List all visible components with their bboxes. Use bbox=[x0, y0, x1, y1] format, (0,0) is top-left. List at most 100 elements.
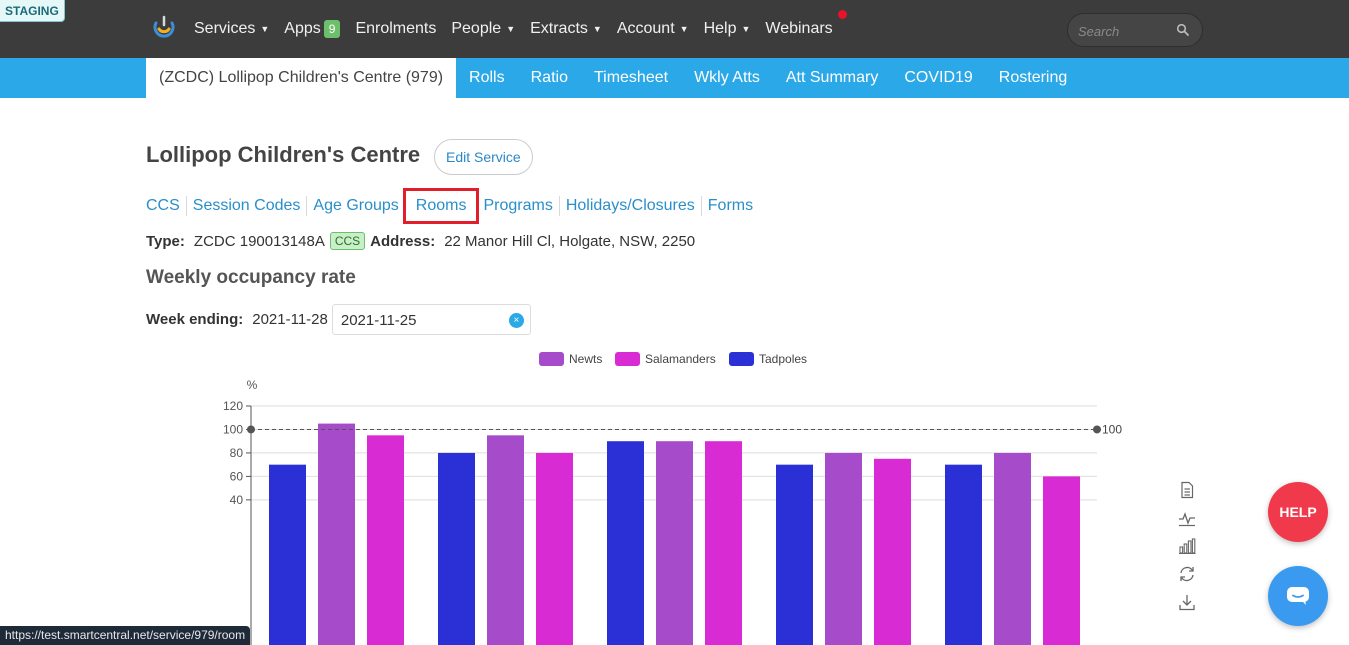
menu-account[interactable]: Account ▼ bbox=[617, 20, 689, 38]
tab-ccs[interactable]: CCS bbox=[146, 197, 180, 214]
type-label: Type: bbox=[146, 232, 185, 250]
restore-icon[interactable] bbox=[1178, 565, 1196, 583]
bar-salamanders-1 bbox=[367, 435, 404, 645]
menu-help[interactable]: Help ▼ bbox=[704, 20, 751, 38]
app-logo-icon[interactable] bbox=[151, 14, 177, 40]
week-ending-text: 2021-11-28 bbox=[252, 311, 328, 328]
subnav-service-active[interactable]: (ZCDC) Lollipop Children's Centre (979) bbox=[146, 58, 457, 98]
subnav-ratio[interactable]: Ratio bbox=[530, 69, 568, 86]
week-date-input[interactable] bbox=[340, 310, 501, 330]
caret-down-icon: ▼ bbox=[506, 24, 516, 34]
y-tick-label-40: 40 bbox=[230, 493, 244, 507]
bar-newts-1 bbox=[318, 423, 355, 645]
tab-holidays-closures[interactable]: Holidays/Closures bbox=[558, 196, 701, 216]
markline-end-dot bbox=[1093, 425, 1101, 434]
caret-down-icon: ▼ bbox=[679, 24, 689, 34]
menu-apps[interactable]: Apps 9 bbox=[284, 20, 341, 38]
bar-tadpoles-3 bbox=[607, 441, 644, 645]
subnav-timesheet[interactable]: Timesheet bbox=[593, 69, 669, 86]
bar-salamanders-2 bbox=[536, 452, 573, 645]
subnav-covid19[interactable]: COVID19 bbox=[904, 69, 973, 86]
legend-label-tadpoles: Tadpoles bbox=[759, 352, 807, 366]
bar-newts-3 bbox=[656, 441, 693, 645]
chart-legend: Newts Salamanders Tadpoles bbox=[539, 352, 807, 366]
week-date-picker: × bbox=[331, 304, 531, 335]
bar-newts-5 bbox=[994, 452, 1031, 645]
save-image-icon[interactable] bbox=[1178, 593, 1196, 611]
edit-service-button[interactable]: Edit Service bbox=[434, 139, 533, 175]
y-tick-label-120: 120 bbox=[223, 399, 243, 413]
week-ending-label: Week ending: bbox=[146, 311, 244, 328]
menu-webinars-label: Webinars bbox=[765, 20, 833, 37]
bar-salamanders-4 bbox=[874, 458, 911, 645]
occupancy-chart: Newts Salamanders Tadpoles % 406080100120 … bbox=[223, 352, 1122, 645]
bar-chart-icon[interactable] bbox=[1178, 537, 1196, 555]
page-title: Lollipop Children's Centre bbox=[146, 142, 421, 167]
top-navbar: STAGING Services ▼ Apps 9 Enrolments Peopl… bbox=[0, 0, 1349, 58]
tab-programs[interactable]: Programs bbox=[483, 197, 553, 214]
subnav-rostering[interactable]: Rostering bbox=[998, 69, 1068, 86]
menu-help-label: Help bbox=[703, 20, 737, 37]
markline-label: 100 bbox=[1102, 422, 1122, 436]
type-value: ZCDC 190013148A bbox=[193, 232, 325, 250]
apps-count-badge: 9 bbox=[323, 20, 341, 38]
bar-tadpoles-1 bbox=[269, 464, 306, 645]
service-tabs: CCS Session Codes Age Groups Rooms Progr… bbox=[146, 188, 759, 224]
chart-toolbox bbox=[1178, 481, 1196, 621]
ccs-badge: CCS bbox=[329, 232, 366, 250]
menu-people[interactable]: People ▼ bbox=[451, 20, 515, 38]
chart-markline: 100 bbox=[247, 422, 1122, 436]
chart-bars bbox=[269, 423, 1080, 645]
address-label: Address: bbox=[370, 232, 436, 250]
menu-account-label: Account bbox=[616, 20, 675, 37]
menu-enrolments[interactable]: Enrolments bbox=[355, 20, 436, 38]
notification-dot bbox=[838, 10, 847, 19]
data-view-icon[interactable] bbox=[1178, 481, 1196, 499]
caret-down-icon: ▼ bbox=[741, 24, 751, 34]
bar-newts-4 bbox=[825, 452, 862, 645]
caret-down-icon: ▼ bbox=[260, 24, 270, 34]
legend-label-newts: Newts bbox=[569, 352, 602, 366]
menu-extracts[interactable]: Extracts ▼ bbox=[530, 20, 602, 38]
markline-start-dot bbox=[247, 425, 255, 434]
tab-rooms[interactable]: Rooms bbox=[402, 188, 480, 224]
legend-swatch-tadpoles bbox=[729, 352, 754, 366]
main-menu: Services ▼ Apps 9 Enrolments People ▼ Extra… bbox=[194, 0, 848, 58]
tab-age-groups[interactable]: Age Groups bbox=[306, 196, 404, 216]
bar-salamanders-3 bbox=[705, 441, 742, 645]
menu-apps-label: Apps bbox=[284, 20, 321, 37]
y-tick-label-100: 100 bbox=[223, 422, 243, 436]
menu-webinars[interactable]: Webinars bbox=[765, 20, 832, 38]
subnav-wkly-atts[interactable]: Wkly Atts bbox=[694, 69, 760, 86]
menu-services-label: Services bbox=[194, 20, 256, 37]
legend-swatch-salamanders bbox=[615, 352, 640, 366]
bar-salamanders-5 bbox=[1043, 476, 1080, 645]
search-box bbox=[1067, 13, 1203, 47]
subnav-att-summary[interactable]: Att Summary bbox=[785, 69, 879, 86]
y-tick-label-60: 60 bbox=[230, 469, 244, 483]
clear-date-icon[interactable]: × bbox=[508, 313, 524, 328]
tab-session-codes[interactable]: Session Codes bbox=[185, 196, 307, 216]
menu-services[interactable]: Services ▼ bbox=[194, 20, 269, 38]
search-icon[interactable] bbox=[1176, 23, 1190, 37]
help-button[interactable]: HELP bbox=[1268, 482, 1328, 542]
line-chart-icon[interactable] bbox=[1178, 509, 1196, 527]
y-tick-label-80: 80 bbox=[230, 446, 244, 460]
tab-forms[interactable]: Forms bbox=[700, 196, 759, 216]
service-info: Type: ZCDC 190013148A CCS Address: 22 Ma… bbox=[146, 232, 695, 250]
chat-icon bbox=[1287, 587, 1309, 605]
legend-swatch-newts bbox=[539, 352, 564, 366]
staging-badge: STAGING bbox=[0, 0, 65, 22]
bar-tadpoles-2 bbox=[438, 452, 475, 645]
search-input[interactable] bbox=[1078, 21, 1173, 41]
service-subnav: (ZCDC) Lollipop Children's Centre (979) … bbox=[0, 58, 1349, 98]
address-value: 22 Manor Hill Cl, Holgate, NSW, 2250 bbox=[444, 232, 696, 250]
chat-button[interactable] bbox=[1268, 566, 1328, 626]
subnav-rolls[interactable]: Rolls bbox=[469, 69, 505, 86]
bar-newts-2 bbox=[487, 435, 524, 645]
bar-tadpoles-4 bbox=[776, 464, 813, 645]
y-axis-label: % bbox=[247, 378, 258, 392]
menu-extracts-label: Extracts bbox=[530, 20, 588, 37]
bar-tadpoles-5 bbox=[945, 464, 982, 645]
menu-people-label: People bbox=[451, 20, 502, 37]
